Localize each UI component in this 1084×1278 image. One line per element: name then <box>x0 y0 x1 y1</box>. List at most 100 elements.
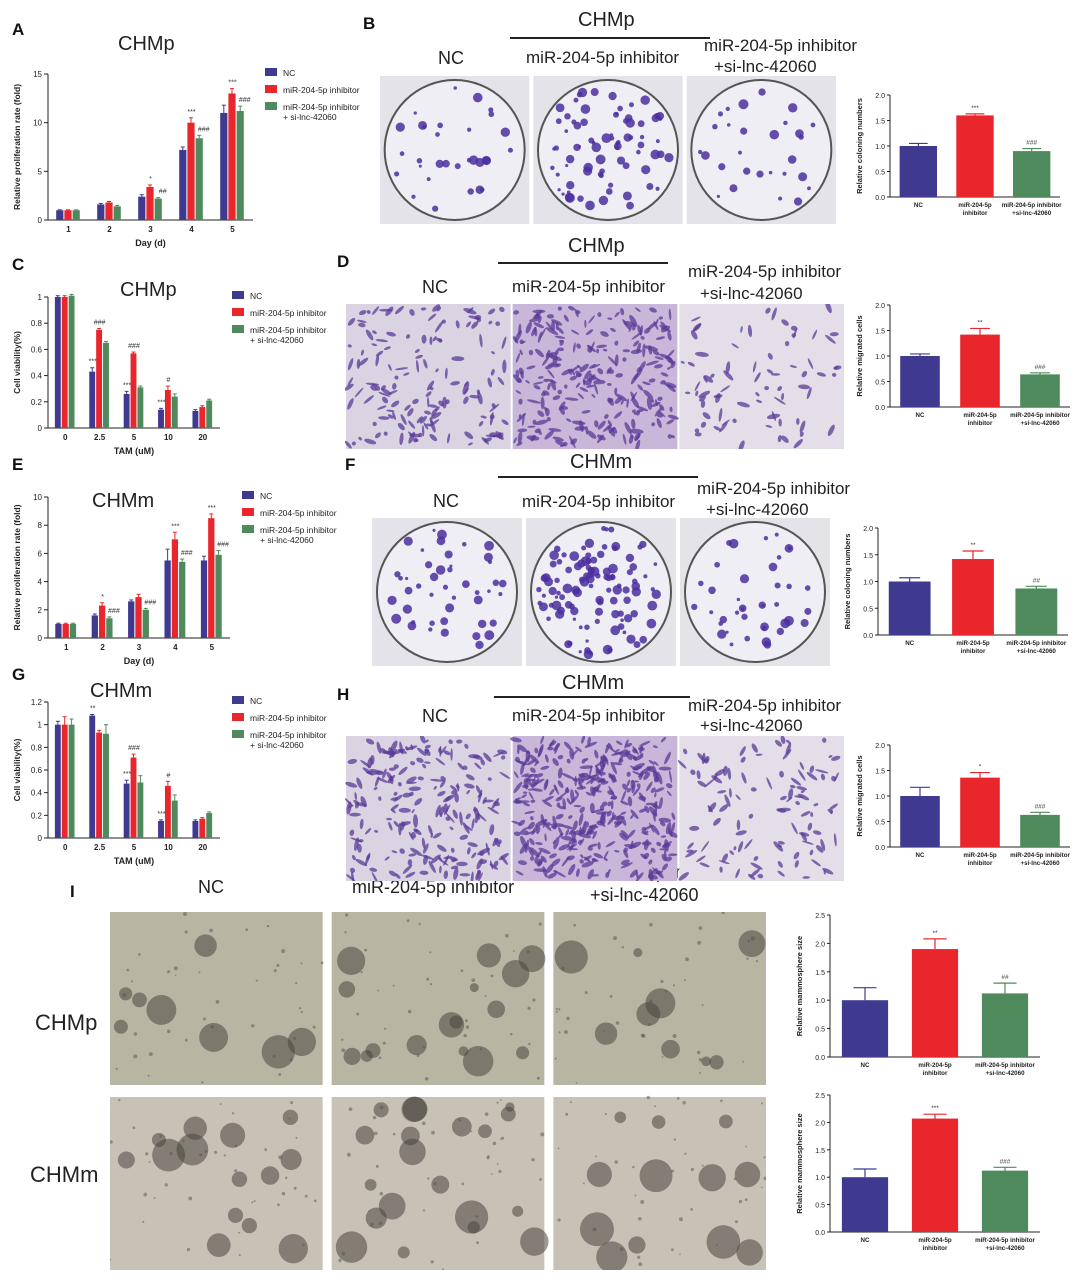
migrated-cell <box>409 433 421 438</box>
migrated-cell <box>645 360 659 366</box>
migrated-cell <box>827 809 833 814</box>
y-tick-label: 0.2 <box>31 398 43 407</box>
migrated-cell <box>596 769 602 774</box>
mammosphere <box>282 1109 299 1126</box>
y-tick-label: 0 <box>38 634 43 643</box>
migrated-cell <box>605 841 616 848</box>
migration-fields-h <box>345 736 844 881</box>
migrated-cell <box>535 348 544 358</box>
migrated-cell <box>735 794 741 801</box>
colony <box>477 619 487 629</box>
migrated-cell <box>519 349 523 356</box>
bar <box>952 559 994 635</box>
migrated-cell <box>395 873 401 879</box>
colony <box>546 616 551 622</box>
colony <box>407 621 417 631</box>
colony <box>623 118 629 124</box>
migrated-cell <box>660 736 667 743</box>
mammosphere <box>709 1055 724 1070</box>
migrated-cell <box>667 331 672 341</box>
migrated-cell <box>450 381 460 386</box>
panel-label-h: H <box>337 685 350 704</box>
migrated-cell <box>435 757 446 766</box>
migrated-cell <box>457 762 465 770</box>
migrated-cell <box>399 848 405 854</box>
debris-speck <box>164 1183 168 1187</box>
migrated-cell <box>549 788 555 796</box>
debris-speck <box>461 1182 465 1186</box>
debris-speck <box>145 1152 149 1156</box>
migrated-cell <box>371 306 380 315</box>
migrated-cell <box>479 850 485 857</box>
debris-speck <box>484 995 487 997</box>
migrated-cell <box>644 805 650 813</box>
x-tick-label: inhibitor <box>961 648 986 655</box>
migrated-cell <box>435 320 444 333</box>
colony <box>729 184 738 193</box>
header-f-combo2: +si-lnc-42060 <box>706 500 809 519</box>
bar <box>206 813 213 838</box>
migrated-cell <box>354 792 358 801</box>
migrated-cell <box>360 796 367 808</box>
debris-speck <box>632 1165 635 1169</box>
migrated-cell <box>550 379 557 391</box>
colony <box>798 172 808 182</box>
significance-mark: # <box>166 377 170 384</box>
debris-speck <box>278 1073 282 1076</box>
migrated-cell <box>435 406 440 412</box>
migrated-cell <box>629 869 638 878</box>
dish-rim <box>376 521 518 663</box>
y-axis-label: Relative coloning numbers <box>843 534 852 630</box>
colony <box>655 186 660 191</box>
migrated-cell <box>663 849 667 861</box>
migrated-cell <box>552 436 564 442</box>
migrated-cell <box>605 742 610 754</box>
colony <box>428 627 433 632</box>
migrated-cell <box>521 794 527 799</box>
debris-speck <box>288 1117 291 1120</box>
migrated-cell <box>530 767 536 773</box>
migrated-cell <box>572 342 576 353</box>
migrated-cell <box>651 422 656 427</box>
colony <box>489 619 497 627</box>
debris-speck <box>755 960 759 963</box>
migrated-cell <box>559 340 564 346</box>
mammosphere-field <box>553 1095 766 1270</box>
bar <box>171 539 179 638</box>
migrated-cell <box>350 837 363 843</box>
migrated-cell <box>417 776 424 781</box>
bar <box>142 609 149 638</box>
migrated-cell <box>644 345 658 351</box>
debris-speck <box>372 1115 377 1120</box>
migrated-cell <box>542 820 552 831</box>
migrated-cell <box>800 811 811 817</box>
y-axis-label: Cell viability(%) <box>12 331 22 394</box>
panel-label-b: B <box>363 14 376 33</box>
debris-speck <box>540 1132 545 1137</box>
migrated-cell <box>687 842 694 849</box>
migrated-cell <box>791 822 798 835</box>
migrated-cell <box>487 377 493 388</box>
x-tick-label: NC <box>861 1237 870 1244</box>
x-tick-label: miR-204-5p <box>963 412 997 419</box>
migrated-cell <box>441 319 446 324</box>
migrated-cell <box>601 801 608 807</box>
migrated-cell <box>517 428 528 433</box>
y-tick-label: 0.0 <box>815 1230 825 1237</box>
migrated-cell <box>470 871 474 881</box>
migrated-cell <box>816 845 824 853</box>
migrated-cell <box>561 772 575 780</box>
colony <box>487 559 493 565</box>
mammosphere <box>227 1207 244 1223</box>
colony <box>578 576 586 583</box>
colony <box>778 196 783 201</box>
migrated-cell <box>483 752 492 763</box>
bar <box>911 1118 959 1232</box>
migrated-cell <box>586 384 596 388</box>
migrated-cell <box>369 769 383 774</box>
colony <box>429 620 435 626</box>
y-tick-label: 0 <box>38 216 43 225</box>
colony <box>596 550 605 559</box>
migrated-cell <box>624 739 629 749</box>
colony <box>613 111 619 118</box>
